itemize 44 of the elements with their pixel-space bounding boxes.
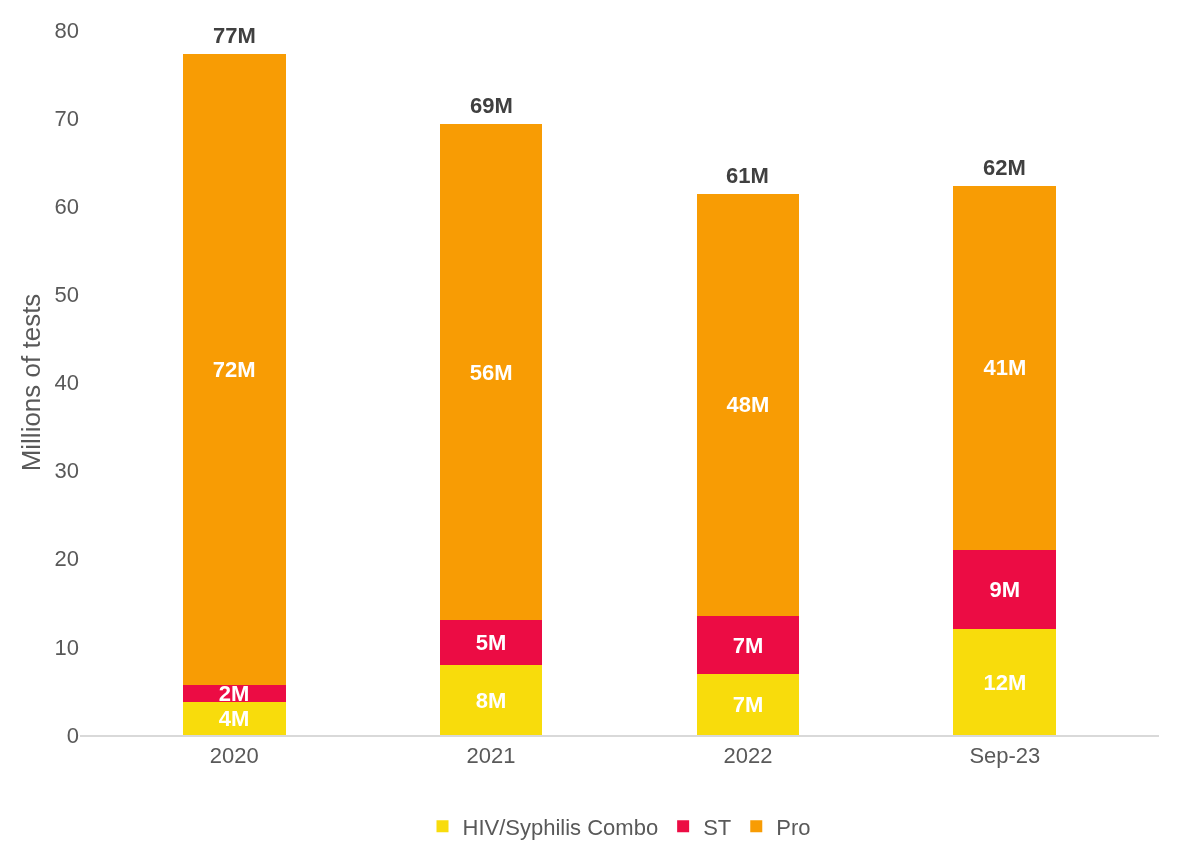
data-label: 4M bbox=[218, 705, 250, 731]
bar bbox=[953, 549, 1057, 630]
x-tick-label: 2022 bbox=[723, 743, 773, 769]
total-label: 69M bbox=[470, 93, 513, 118]
data-label: 2M bbox=[218, 680, 250, 706]
data-label: 48M bbox=[726, 392, 770, 418]
x-tick-label: 2021 bbox=[466, 743, 516, 769]
bar bbox=[182, 53, 286, 685]
data-label: 72M bbox=[212, 356, 256, 382]
y-tick-label: 10 bbox=[54, 634, 79, 660]
legend-label: HIV/Syphilis Combo bbox=[462, 814, 659, 840]
data-label: 8M bbox=[475, 687, 507, 713]
data-label: 7M bbox=[732, 692, 764, 718]
y-tick-label: 30 bbox=[54, 458, 79, 484]
y-tick-label: 70 bbox=[54, 105, 79, 131]
legend-label: Pro bbox=[776, 814, 811, 840]
data-label: 5M bbox=[475, 630, 507, 656]
x-tick-label: 2020 bbox=[209, 743, 259, 769]
bar bbox=[953, 185, 1057, 550]
y-axis-title: Millions of tests bbox=[15, 293, 46, 472]
total-label: 77M bbox=[213, 23, 256, 48]
bar bbox=[182, 701, 286, 735]
total-label: 62M bbox=[983, 155, 1026, 180]
bar bbox=[439, 665, 543, 735]
y-tick-label: 50 bbox=[54, 282, 79, 308]
y-tick-label: 40 bbox=[54, 370, 79, 396]
legend-label: ST bbox=[703, 814, 732, 840]
data-label: 7M bbox=[732, 632, 764, 658]
total-label: 61M bbox=[726, 163, 769, 188]
bar bbox=[696, 674, 800, 735]
y-tick-label: 80 bbox=[54, 17, 79, 43]
bar bbox=[439, 124, 543, 621]
data-label: 12M bbox=[983, 669, 1027, 695]
data-label: 41M bbox=[983, 355, 1027, 381]
y-tick-label: 60 bbox=[54, 193, 79, 219]
data-label: 56M bbox=[469, 359, 513, 385]
bar bbox=[439, 620, 543, 666]
y-tick-label: 20 bbox=[54, 546, 79, 572]
data-label: 9M bbox=[989, 577, 1021, 603]
bar bbox=[696, 616, 800, 675]
bar bbox=[953, 629, 1057, 735]
x-tick-label: Sep-23 bbox=[969, 743, 1041, 769]
bar bbox=[696, 193, 800, 617]
y-tick-label: 0 bbox=[66, 722, 79, 748]
